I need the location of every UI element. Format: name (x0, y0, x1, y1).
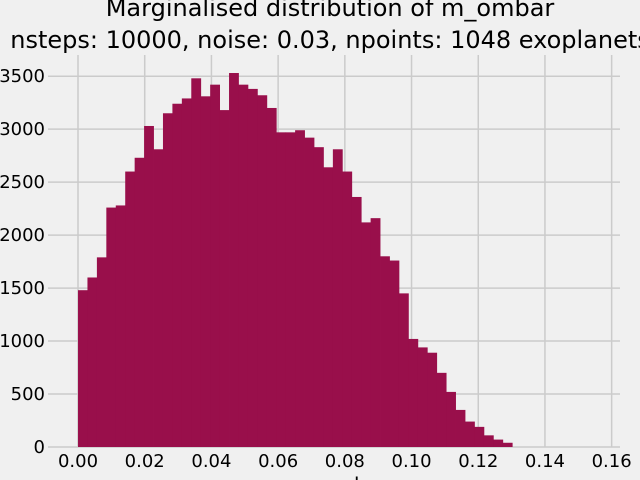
histogram-bar (125, 171, 136, 448)
y-tick-label: 0 (34, 437, 45, 458)
histogram-bar (78, 290, 88, 447)
histogram-bar (257, 95, 268, 447)
y-tick-label: 2000 (0, 225, 45, 246)
x-axis-ticks: 0.00 0.02 0.04 0.06 0.08 0.10 0.12 0.14 0.16 (58, 451, 632, 472)
y-tick-label: 2500 (0, 172, 45, 193)
histogram-bar (181, 98, 192, 447)
histogram-bar (162, 113, 173, 448)
histogram-bar (247, 88, 258, 447)
histogram-bar (446, 391, 456, 447)
histogram-bar (96, 257, 107, 447)
histogram-bar (210, 84, 220, 448)
histogram-bar (389, 260, 400, 447)
x-tick-label: 0.16 (592, 451, 632, 472)
histogram-bar (474, 426, 485, 447)
x-tick-label: 0.04 (191, 451, 231, 472)
histogram-bar (493, 439, 504, 447)
histogram-bar (455, 409, 466, 447)
y-tick-label: 3000 (0, 119, 45, 140)
histogram-bar (191, 78, 202, 447)
histogram-bar (502, 442, 513, 447)
histogram-bar (172, 103, 183, 447)
histogram-bar (134, 157, 145, 447)
histogram-bar (313, 147, 324, 447)
x-tick-label: 0.06 (258, 451, 298, 472)
histogram-bar (361, 222, 372, 447)
y-tick-label: 500 (11, 384, 45, 405)
x-tick-label: 0.14 (525, 451, 565, 472)
histogram-bar (323, 167, 334, 447)
y-tick-label: 1500 (0, 278, 45, 299)
y-tick-label: 1000 (0, 331, 45, 352)
histogram-bar (351, 196, 362, 447)
histogram-bar (427, 352, 438, 447)
histogram-bar (436, 372, 447, 447)
histogram-bar (408, 338, 419, 447)
histogram-bar (266, 107, 277, 448)
histogram-bar (87, 277, 98, 447)
histogram-bar (370, 218, 381, 447)
x-tick-label: 0.12 (458, 451, 498, 472)
x-tick-label: 0.00 (58, 451, 98, 472)
histogram-bar (115, 205, 126, 447)
histogram-bar (229, 73, 239, 448)
histogram-bar (153, 149, 164, 448)
x-tick-label: 0.10 (392, 451, 432, 472)
histogram-bar (144, 125, 154, 448)
histogram-bar (106, 207, 117, 447)
y-tick-label: 3500 (0, 66, 45, 87)
histogram-bar (332, 149, 343, 448)
histogram-bar (417, 347, 428, 447)
histogram-bar (304, 137, 315, 448)
histogram-bar (398, 293, 409, 447)
histogram-bar (342, 171, 353, 448)
histogram-bar (380, 256, 390, 447)
histogram-bar (200, 96, 211, 448)
chart-subtitle: nsteps: 10000, noise: 0.03, npoints: 104… (10, 26, 640, 54)
histogram-bar (285, 132, 296, 447)
histogram-bar (295, 130, 305, 447)
histogram-bars (78, 73, 513, 448)
chart-title: Marginalised distribution of m_ombar (106, 0, 555, 22)
histogram-bar (483, 435, 494, 447)
x-axis-label: m_ombar (293, 473, 388, 480)
histogram-bar (465, 421, 475, 447)
x-tick-label: 0.02 (125, 451, 165, 472)
x-tick-label: 0.08 (325, 451, 365, 472)
histogram-bar (276, 132, 287, 447)
histogram-bar (219, 110, 230, 447)
y-axis-ticks: 0 500 1000 1500 2000 2500 3000 3500 (0, 66, 45, 458)
histogram-bar (238, 84, 249, 448)
